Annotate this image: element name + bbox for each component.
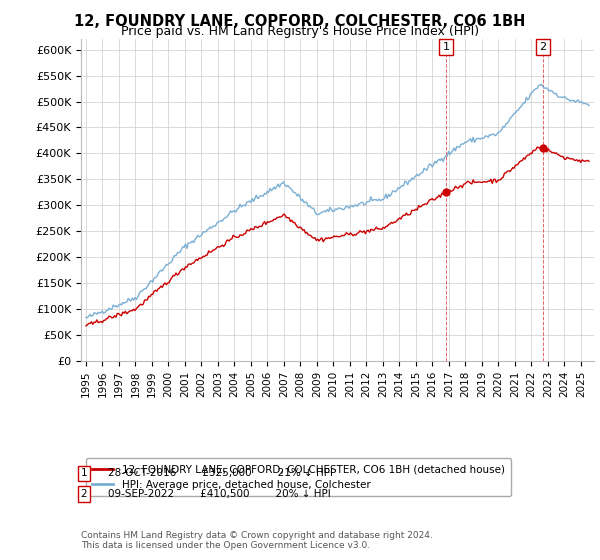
Text: 28-OCT-2016        £325,000        21% ↓ HPI: 28-OCT-2016 £325,000 21% ↓ HPI	[108, 468, 333, 478]
Text: 09-SEP-2022        £410,500        20% ↓ HPI: 09-SEP-2022 £410,500 20% ↓ HPI	[108, 489, 331, 499]
Legend: 12, FOUNDRY LANE, COPFORD, COLCHESTER, CO6 1BH (detached house), HPI: Average pr: 12, FOUNDRY LANE, COPFORD, COLCHESTER, C…	[86, 458, 511, 496]
Text: 2: 2	[80, 489, 88, 499]
Text: 12, FOUNDRY LANE, COPFORD, COLCHESTER, CO6 1BH: 12, FOUNDRY LANE, COPFORD, COLCHESTER, C…	[74, 14, 526, 29]
Text: Contains HM Land Registry data © Crown copyright and database right 2024.
This d: Contains HM Land Registry data © Crown c…	[81, 530, 433, 550]
Text: 1: 1	[80, 468, 88, 478]
Text: Price paid vs. HM Land Registry's House Price Index (HPI): Price paid vs. HM Land Registry's House …	[121, 25, 479, 38]
Text: 2: 2	[539, 42, 546, 52]
Text: 1: 1	[443, 42, 449, 52]
